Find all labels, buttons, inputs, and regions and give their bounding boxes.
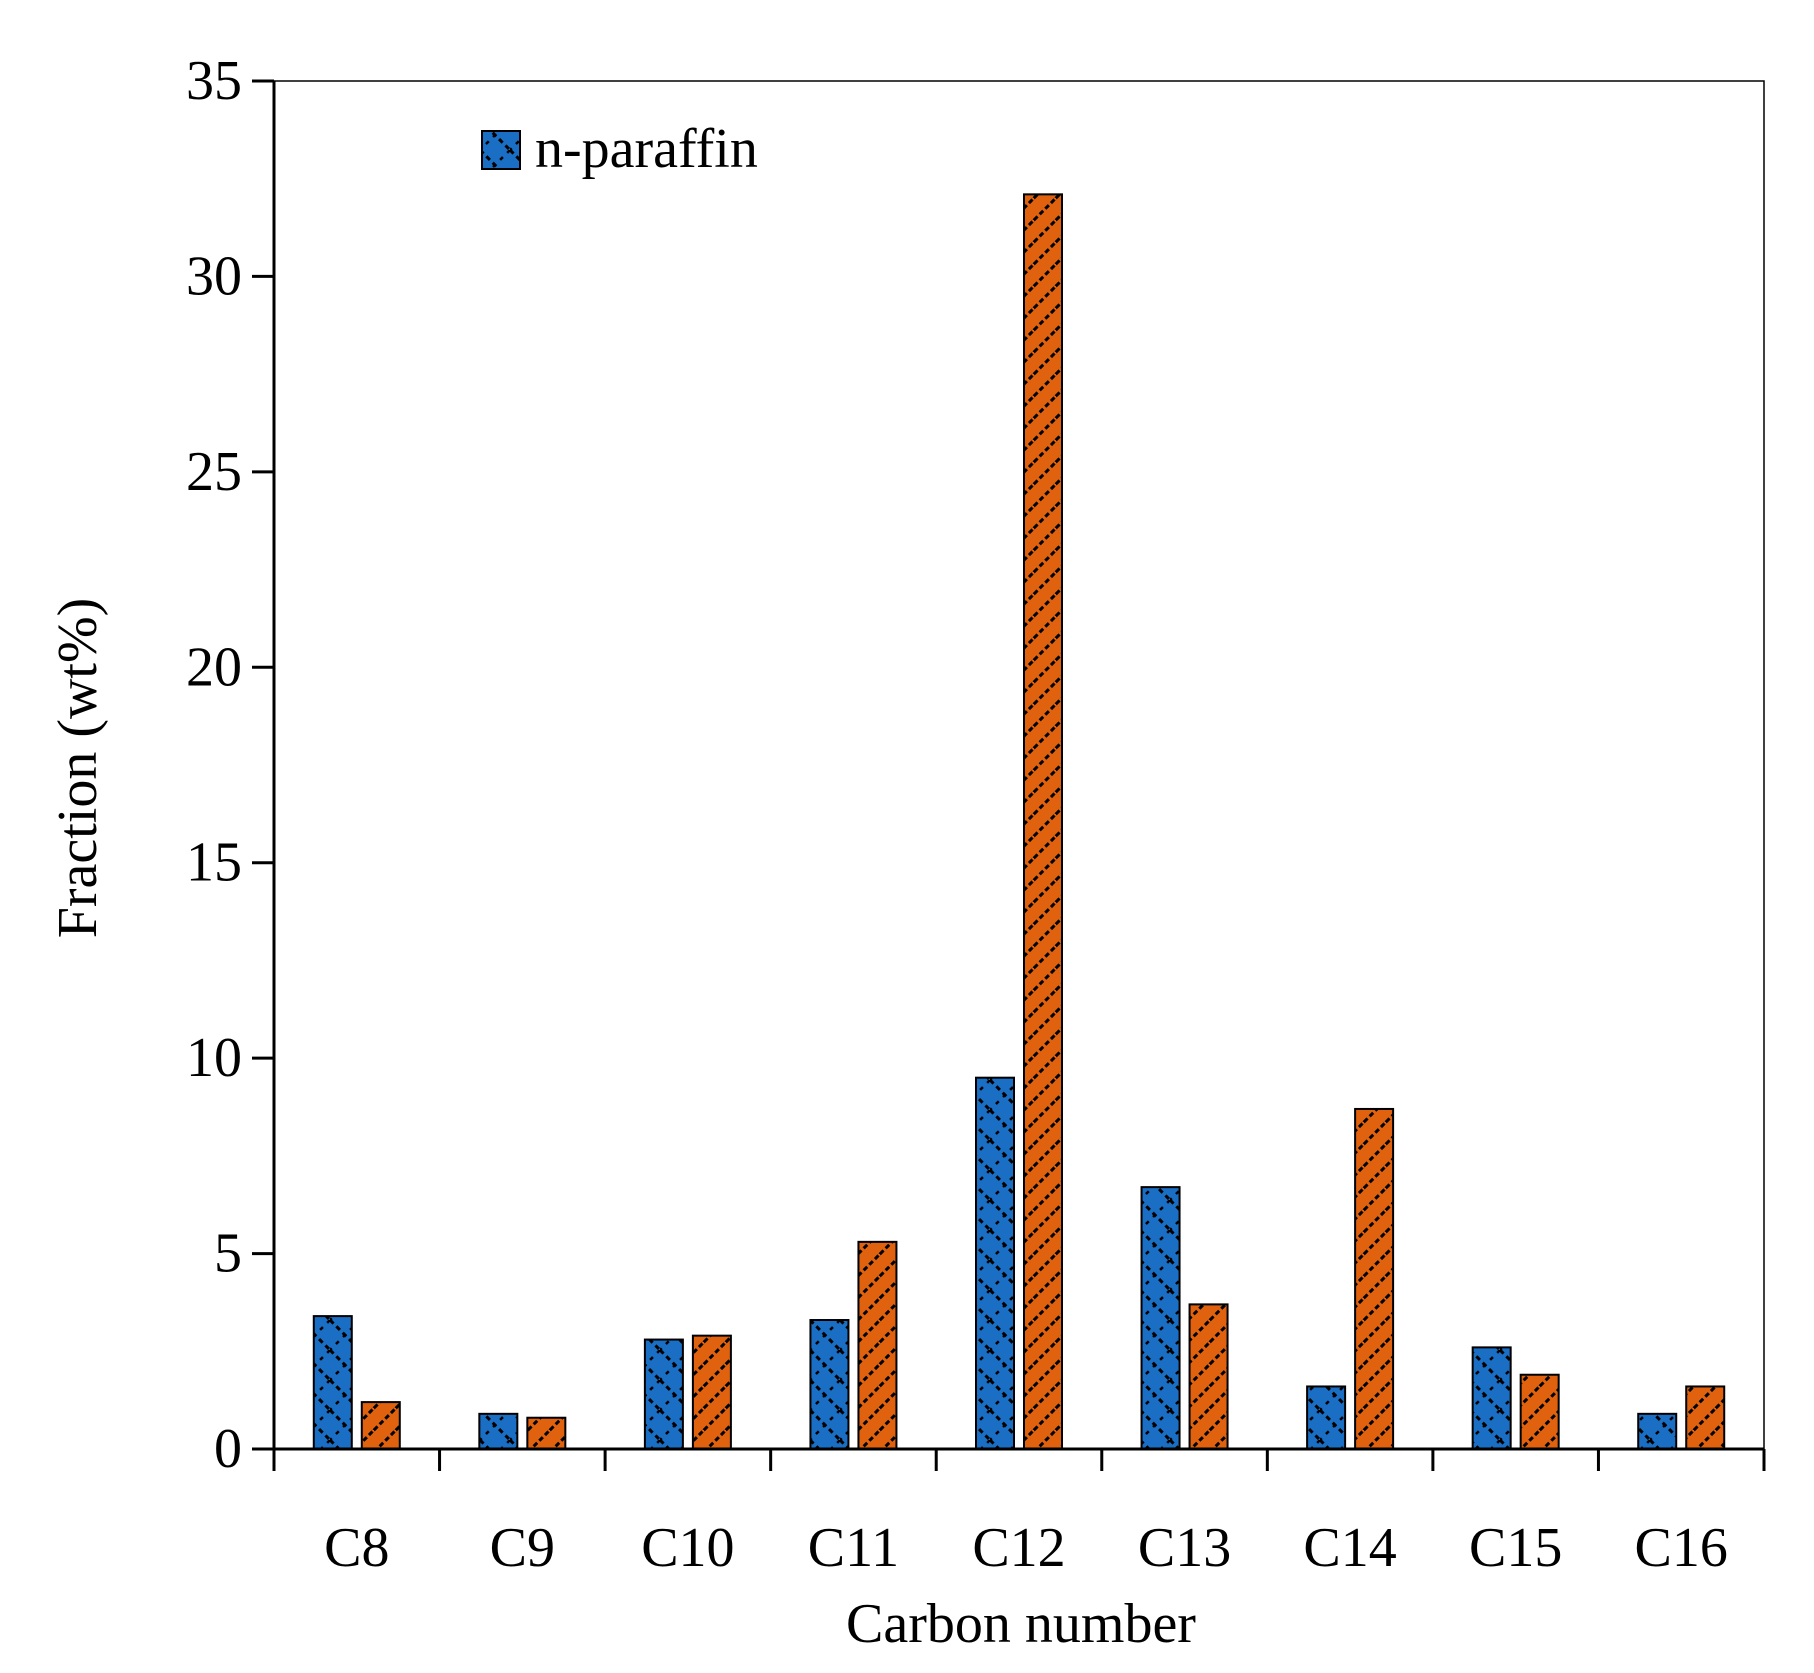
bar-series-2-C15 xyxy=(1519,1373,1560,1451)
x-tick-label: C16 xyxy=(1635,1517,1728,1579)
bar-series-2-C9 xyxy=(526,1416,567,1451)
bar-series-2-C13 xyxy=(1188,1303,1229,1450)
y-tick-label: 35 xyxy=(186,50,242,112)
y-axis-title: Fraction (wt%) xyxy=(47,598,109,939)
bar-n-paraffin-C16 xyxy=(1637,1412,1678,1451)
bar-n-paraffin-C13 xyxy=(1140,1186,1181,1451)
bar-series-2-C8 xyxy=(360,1401,401,1451)
bar-n-paraffin-C11 xyxy=(809,1319,850,1450)
x-tick-label: C10 xyxy=(641,1517,734,1579)
bar-series-2-C11 xyxy=(857,1240,898,1450)
x-tick-label: C14 xyxy=(1303,1517,1396,1579)
x-tick-label: C13 xyxy=(1138,1517,1231,1579)
x-tick-label: C15 xyxy=(1469,1517,1562,1579)
bar-n-paraffin-C10 xyxy=(643,1338,684,1451)
bar-series-2-C14 xyxy=(1354,1107,1395,1451)
legend-swatch-n-paraffin xyxy=(481,130,521,170)
x-axis-title: Carbon number xyxy=(846,1593,1196,1655)
bar-series-2-C16 xyxy=(1685,1385,1726,1451)
bar-n-paraffin-C8 xyxy=(312,1315,353,1450)
bar-series-2-C10 xyxy=(691,1334,732,1451)
plot-frame xyxy=(273,80,1765,1450)
y-tick-label: 20 xyxy=(186,636,242,698)
x-tick-label: C8 xyxy=(324,1517,389,1579)
x-tick-label: C11 xyxy=(808,1517,899,1579)
x-tick-label: C12 xyxy=(972,1517,1065,1579)
y-tick-label: 15 xyxy=(186,832,242,894)
legend-label-n-paraffin: n-paraffin xyxy=(535,118,758,180)
bar-series-2-C12 xyxy=(1023,193,1063,1451)
y-tick-label: 10 xyxy=(186,1027,242,1089)
bar-n-paraffin-C14 xyxy=(1306,1385,1347,1451)
bar-n-paraffin-C9 xyxy=(478,1412,519,1451)
bar-n-paraffin-C15 xyxy=(1471,1346,1512,1451)
bar-n-paraffin-C12 xyxy=(975,1076,1015,1450)
x-tick-label: C9 xyxy=(490,1517,555,1579)
y-tick-label: 25 xyxy=(186,441,242,503)
y-tick-label: 5 xyxy=(214,1223,242,1285)
y-tick-label: 30 xyxy=(186,245,242,307)
y-tick-label: 0 xyxy=(214,1418,242,1480)
